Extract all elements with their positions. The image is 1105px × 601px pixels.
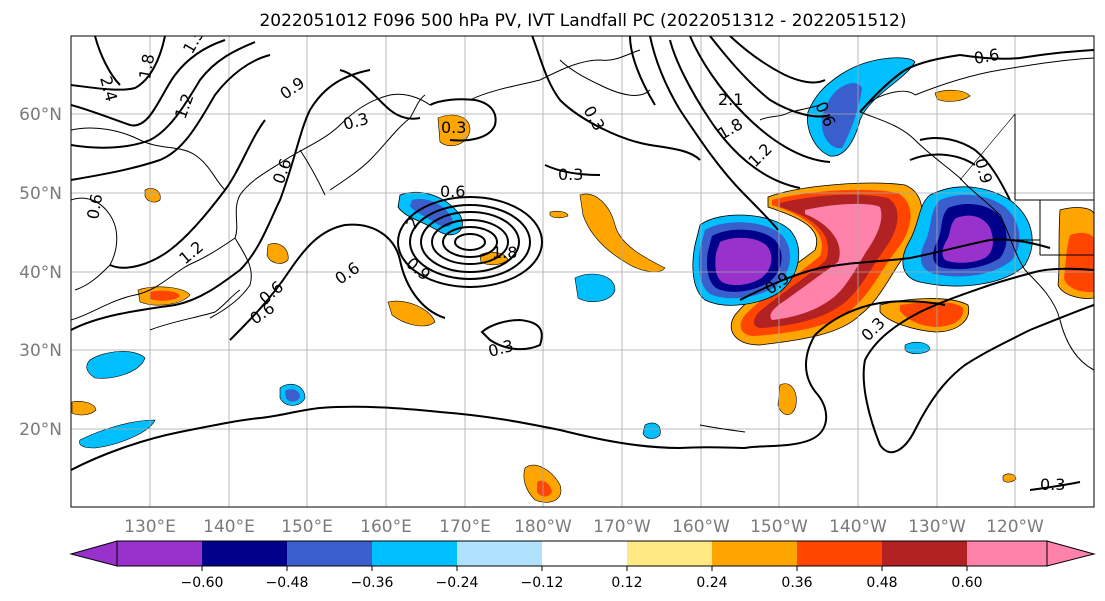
figure-title: 2022051012 F096 500 hPa PV, IVT Landfall…: [259, 11, 906, 31]
colorbar-tick-label: 0.12: [611, 575, 642, 591]
contour-label: 0.6: [972, 45, 1000, 68]
negative-anomaly-alaska-mid: [821, 83, 862, 149]
lat-label: 20°N: [19, 420, 62, 440]
negative-anomaly-small-3: [79, 419, 156, 449]
colorbar-tick-label: −0.36: [351, 575, 394, 591]
positive-anomaly-small-4: [387, 300, 436, 327]
map-frame: [70, 35, 1095, 508]
positive-anomaly-plume-east-core3: [770, 203, 882, 320]
contour-label: 2.1: [718, 90, 743, 109]
colorbar-tick-label: 0.24: [696, 575, 727, 591]
colorbar-segment: [627, 541, 712, 566]
colorbar-extend-high: [1046, 540, 1096, 567]
positive-anomaly-small-10: [71, 401, 97, 416]
lon-label: 170°E: [439, 517, 491, 537]
pv-contours: [71, 36, 1094, 491]
colorbar-tick-label: −0.48: [266, 575, 309, 591]
colorbar-tick-label: −0.60: [181, 575, 224, 591]
lon-label: 170°W: [593, 517, 651, 537]
ivt-shading: [71, 57, 1094, 503]
latitude-labels: 60°N 50°N 40°N 30°N 20°N: [19, 105, 62, 440]
colorbar-tick-label: 0.36: [781, 575, 812, 591]
colorbar-segment: [457, 541, 542, 566]
positive-anomaly-small-8: [144, 188, 161, 203]
colorbar-segment: [712, 541, 797, 566]
positive-anomaly-small-3-core: [150, 290, 180, 301]
negative-anomaly-small-1: [574, 273, 616, 303]
positive-anomaly-small-11: [934, 89, 971, 102]
lon-label: 150°W: [750, 517, 808, 537]
lon-label: 180°W: [514, 517, 572, 537]
lat-label: 30°N: [19, 341, 62, 361]
positive-anomaly-small-2: [437, 114, 471, 146]
contour-label: 0.3: [441, 118, 466, 137]
positive-anomaly-small-1: [579, 193, 666, 273]
colorbar: −0.60 −0.48 −0.36 −0.24 −0.12 0.12 0.24 …: [69, 540, 1096, 591]
colorbar-extend-low: [69, 540, 118, 567]
lon-label: 160°E: [360, 517, 412, 537]
lon-label: 150°E: [281, 517, 333, 537]
colorbar-segment: [202, 541, 287, 566]
colorbar-segment: [967, 541, 1047, 566]
lat-label: 40°N: [19, 263, 62, 283]
positive-anomaly-small-5-core: [537, 480, 552, 497]
lon-label: 160°W: [672, 517, 730, 537]
contour-label: 0.6: [440, 182, 465, 201]
colorbar-tick-label: −0.12: [521, 575, 564, 591]
positive-anomaly-small-13: [1002, 473, 1017, 483]
negative-anomaly-small-6: [904, 341, 931, 355]
negative-anomaly-small-4-core: [285, 389, 300, 402]
colorbar-segment: [287, 541, 372, 566]
colorbar-segment: [372, 541, 457, 566]
colorbar-segment: [797, 541, 882, 566]
lon-label: 140°W: [829, 517, 887, 537]
colorbar-segment: [882, 541, 967, 566]
lon-label: 130°E: [124, 517, 176, 537]
colorbar-outline: [116, 540, 1048, 567]
negative-anomaly-small-2: [86, 351, 146, 379]
colorbar-tick-label: 0.60: [951, 575, 982, 591]
lon-label: 130°W: [908, 517, 966, 537]
positive-anomaly-small-6: [777, 383, 797, 416]
contour-label: 0.6: [83, 192, 106, 220]
lat-label: 60°N: [19, 105, 62, 125]
colorbar-tick-label: 0.48: [866, 575, 897, 591]
positive-anomaly-california-core: [1064, 232, 1094, 293]
negative-anomaly-coast-core: [942, 215, 993, 263]
lon-label: 140°E: [203, 517, 255, 537]
map-panel: 2.4 1.8 1.5 1.2 0.9 0.3 0.3 0.6 0.6 0.6 …: [70, 35, 1095, 508]
contour-label: 1.8: [492, 243, 517, 262]
colorbar-tick-label: −0.24: [436, 575, 479, 591]
contour-label: 0.3: [558, 165, 583, 184]
positive-anomaly-ne-pacific-core: [900, 301, 964, 327]
lon-label: 120°W: [986, 517, 1044, 537]
coastlines: [71, 49, 1094, 433]
colorbar-segment: [117, 541, 202, 566]
positive-anomaly-small-9: [549, 210, 569, 219]
gridlines: [71, 36, 1094, 507]
contour-label: 1.8: [135, 52, 158, 80]
negative-anomaly-small-5: [642, 422, 661, 439]
negative-anomaly-central-core: [715, 237, 772, 286]
longitude-labels: 130°E 140°E 150°E 160°E 170°E 180°W 170°…: [124, 517, 1044, 537]
lat-label: 50°N: [19, 184, 62, 204]
contour-label: 0.3: [1040, 475, 1065, 494]
colorbar-ticks: [201, 566, 968, 571]
colorbar-segment: [542, 541, 627, 566]
positive-anomaly-small-7: [266, 243, 289, 264]
